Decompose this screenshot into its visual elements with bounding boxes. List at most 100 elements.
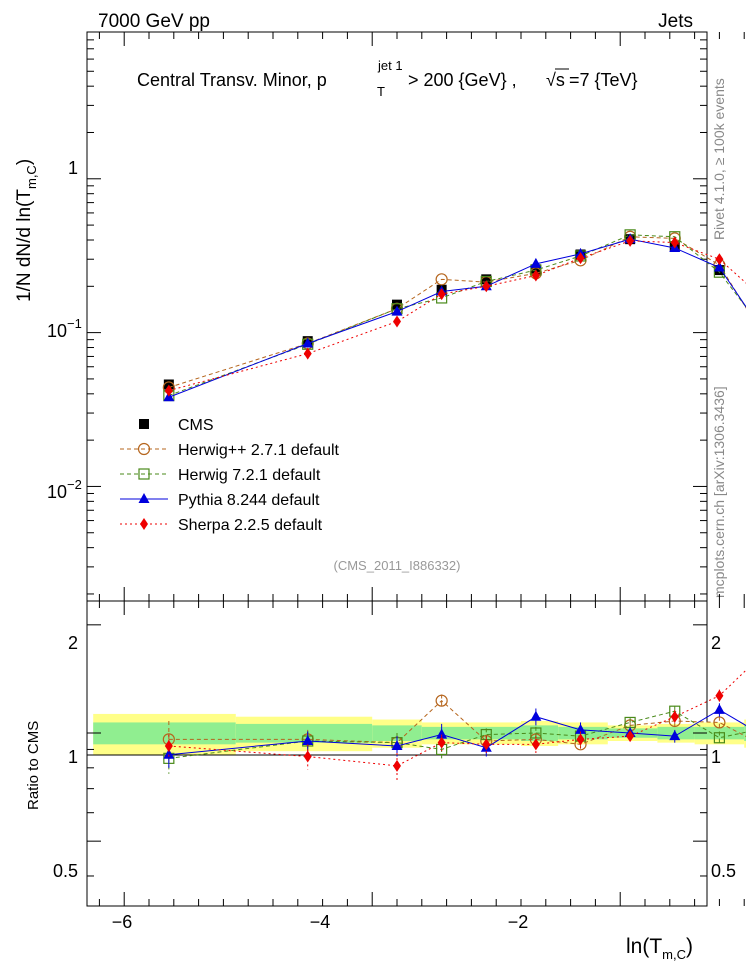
ratio-point-sherpa-2-2-5-default [626,730,635,743]
y-axis-label-close: ) [14,159,35,165]
plot-title: Central Transv. Minor, p jet 1 T > 200 {… [137,58,638,99]
ratio-series-layer [162,669,746,780]
y-tick-label-0.01: 10−2 [47,477,82,502]
legend-marker-cms [139,419,149,429]
series-line-herwig-7-2-1-default [168,234,746,396]
ratio-point-herwig-2-7-1-default [435,694,448,707]
ratio-point-sherpa-2-2-5-default [531,738,540,751]
ratio-point-sherpa-2-2-5-default [303,750,312,763]
legend-label-cms: CMS [178,417,214,434]
data-point-sherpa-2-2-5-default [531,269,540,282]
legend-marker-herwig-2-7-1-default [137,442,151,456]
ratio-tick-left-1: 1 [68,747,78,767]
x-tick-label--4: −4 [310,912,331,932]
ratio-point-pythia-8-244-default [713,703,725,714]
legend-marker-herwig-7-2-1-default [138,468,150,480]
series-line-herwig-2-7-1-default [168,236,746,388]
analysis-id-watermark: (CMS_2011_I886332) [334,558,461,573]
title-suffix: =7 {TeV} [569,70,638,90]
ratio-tick-right-0.5: 0.5 [711,861,736,881]
x-axis-label-close: ) [686,935,693,958]
ratio-tick-left-0.5: 0.5 [53,861,78,881]
title-prefix: Central Transv. Minor, p [137,70,327,90]
legend-label-herwig-7-2-1-default: Herwig 7.2.1 default [178,467,321,484]
data-point-pythia-8-244-default [713,261,725,272]
ratio-point-sherpa-2-2-5-default [482,738,491,751]
legend-label-herwig-2-7-1-default: Herwig++ 2.7.1 default [178,442,340,459]
ratio-point-pythia-8-244-default [669,730,681,741]
cms-uncertainty-bands [93,713,746,755]
series-line-pythia-8-244-default [168,238,746,398]
data-point-sherpa-2-2-5-default [303,347,312,360]
ratio-point-pythia-8-244-default [302,735,314,745]
header-jets-label: Jets [658,11,693,32]
ratio-point-pythia-8-244-default [530,710,542,721]
x-axis-label-main: ln(T [626,935,662,958]
x-axis-label-sub: m,C [662,947,686,962]
ratio-point-sherpa-2-2-5-default [437,736,446,749]
ratio-line-sherpa-2-2-5-default [168,669,746,767]
x-tick-label--6: −6 [112,912,133,932]
legend-label-pythia-8-244-default: Pythia 8.244 default [178,492,320,509]
data-point-cms [530,264,541,275]
data-point-cms [392,299,402,310]
ratio-point-pythia-8-244-default [163,748,175,759]
y-tick-label-1: 1 [68,158,78,178]
cms-stat-band [93,722,236,745]
ratio-tick-right-1: 1 [711,747,721,767]
y-axis-label-sub: m,C [24,165,39,189]
data-point-sherpa-2-2-5-default [670,236,679,249]
x-tick-label--2: −2 [508,912,529,932]
axis-ticks [87,31,745,906]
ratio-point-pythia-8-244-default [436,728,448,739]
y-tick-0.1-exp: −1 [67,316,82,331]
ratio-point-pythia-8-244-default [575,723,587,734]
y-tick-0.01-base: 10 [47,482,67,502]
data-point-pythia-8-244-default [391,305,403,316]
data-point-sherpa-2-2-5-default [576,252,585,265]
data-point-herwig-2-7-1-default [435,273,448,286]
cms-stat-band [235,723,373,743]
data-point-cms [163,379,174,390]
ratio-tick-right-2: 2 [711,633,721,653]
mcplots-credit-label: mcplots.cern.ch [arXiv:1306.3436] [711,386,727,598]
data-point-sherpa-2-2-5-default [437,288,446,301]
y-tick-0.1-base: 10 [47,321,67,341]
legend-marker-pythia-8-244-default [138,493,150,503]
ratio-point-herwig-7-2-1-default [713,732,726,744]
ratio-tick-left-2: 2 [68,633,78,653]
ratio-point-pythia-8-244-default [391,740,403,751]
data-point-sherpa-2-2-5-default [715,253,724,266]
data-point-pythia-8-244-default [530,257,542,268]
y-axis-label: 1/N dN/d ln(Tm,C) [14,159,39,302]
data-point-sherpa-2-2-5-default [164,384,173,397]
rivet-version-label: Rivet 4.1.0, ≥ 100k events [711,78,727,240]
legend-label-sherpa-2-2-5-default: Sherpa 2.2.5 default [178,517,323,534]
ratio-point-sherpa-2-2-5-default [576,733,585,746]
data-point-pythia-8-244-default [302,337,314,348]
header-energy-label: 7000 GeV pp [98,11,210,32]
main-series-layer [162,229,746,402]
data-point-sherpa-2-2-5-default [482,280,491,293]
cms-stat-band [744,725,746,741]
y-axis-label-text: 1/N dN/d ln(Tm,C) [14,159,39,302]
data-point-sherpa-2-2-5-default [393,315,401,328]
ratio-point-sherpa-2-2-5-default [164,740,173,753]
x-axis-label: ln(Tm,C) [626,935,693,962]
y-tick-0.01-exp: −2 [67,477,82,492]
legend-marker-sherpa-2-2-5-default [140,518,148,530]
y-axis-label-main: 1/N dN/d ln(T [14,189,35,302]
legend: CMS Herwig++ 2.7.1 default Herwig 7.2.1 de… [120,417,340,534]
title-sqrt-s: √s [546,70,565,90]
title-subscript: T [377,84,385,99]
y-tick-label-0.1: 10−1 [47,316,82,341]
ratio-point-sherpa-2-2-5-default [670,710,679,723]
ratio-line-herwig-7-2-1-default [168,710,746,759]
ratio-point-herwig-2-7-1-default [713,716,726,729]
series-line-sherpa-2-2-5-default [168,240,746,392]
ratio-line-pythia-8-244-default [168,709,746,756]
ratio-point-sherpa-2-2-5-default [393,759,401,772]
data-point-sherpa-2-2-5-default [626,234,635,247]
title-superscript: jet 1 [377,58,403,73]
